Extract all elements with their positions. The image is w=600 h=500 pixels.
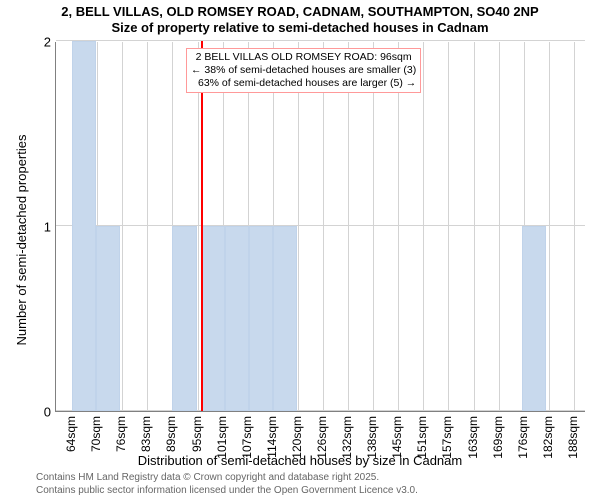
x-tick-label: 83sqm xyxy=(139,416,153,452)
highlight-marker-line xyxy=(201,41,203,411)
x-tick-label: 151sqm xyxy=(415,416,429,459)
x-tick-label: 163sqm xyxy=(466,416,480,459)
y-tick-label: 1 xyxy=(35,220,51,235)
gridline-v xyxy=(373,42,374,411)
footer-line1: Contains HM Land Registry data © Crown c… xyxy=(36,472,418,485)
x-tick-label: 101sqm xyxy=(215,416,229,459)
annotation-line1: 2 BELL VILLAS OLD ROMSEY ROAD: 96sqm xyxy=(191,51,416,64)
x-tick-label: 126sqm xyxy=(315,416,329,459)
histogram-bar xyxy=(249,226,273,411)
x-tick-label: 132sqm xyxy=(340,416,354,459)
x-tick-label: 188sqm xyxy=(566,416,580,459)
plot-area: 2 BELL VILLAS OLD ROMSEY ROAD: 96sqm ← 3… xyxy=(55,42,585,412)
x-tick-label: 176sqm xyxy=(516,416,530,459)
gridline-h xyxy=(56,40,585,41)
histogram-bar xyxy=(201,226,225,411)
gridline-h xyxy=(56,410,585,411)
gridline-v xyxy=(323,42,324,411)
x-tick-label: 157sqm xyxy=(440,416,454,459)
annotation-line2: ← 38% of semi-detached houses are smalle… xyxy=(191,64,416,77)
gridline-v xyxy=(549,42,550,411)
x-tick-label: 145sqm xyxy=(390,416,404,459)
x-tick-label: 95sqm xyxy=(190,416,204,452)
y-tick-label: 0 xyxy=(35,405,51,420)
gridline-v xyxy=(348,42,349,411)
footer-line2: Contains public sector information licen… xyxy=(36,485,418,498)
gridline-v xyxy=(499,42,500,411)
histogram-bar xyxy=(72,41,96,411)
histogram-bar xyxy=(172,226,196,411)
gridline-v xyxy=(574,42,575,411)
gridline-v xyxy=(147,42,148,411)
x-tick-label: 76sqm xyxy=(114,416,128,452)
gridline-v xyxy=(198,42,199,411)
gridline-h xyxy=(56,225,585,226)
histogram-bar xyxy=(522,226,546,411)
gridline-v xyxy=(423,42,424,411)
x-tick-label: 138sqm xyxy=(365,416,379,459)
annotation-box: 2 BELL VILLAS OLD ROMSEY ROAD: 96sqm ← 3… xyxy=(186,48,421,93)
histogram-bar xyxy=(273,226,297,411)
y-tick-label: 2 xyxy=(35,35,51,50)
gridline-v xyxy=(122,42,123,411)
gridline-v xyxy=(298,42,299,411)
x-tick-label: 114sqm xyxy=(265,416,279,458)
x-tick-label: 70sqm xyxy=(89,416,103,452)
y-axis-label: Number of semi-detached properties xyxy=(14,40,32,440)
x-tick-label: 182sqm xyxy=(541,416,555,459)
x-tick-label: 169sqm xyxy=(491,416,505,459)
footer-attribution: Contains HM Land Registry data © Crown c… xyxy=(36,472,418,497)
chart-title-line1: 2, BELL VILLAS, OLD ROMSEY ROAD, CADNAM,… xyxy=(0,4,600,20)
x-tick-label: 64sqm xyxy=(64,416,78,452)
x-tick-label: 120sqm xyxy=(290,416,304,459)
chart-title-line2: Size of property relative to semi-detach… xyxy=(0,20,600,35)
histogram-bar xyxy=(225,226,249,411)
gridline-v xyxy=(448,42,449,411)
gridline-v xyxy=(474,42,475,411)
histogram-bar xyxy=(96,226,120,411)
gridline-v xyxy=(398,42,399,411)
x-tick-label: 89sqm xyxy=(164,416,178,452)
x-tick-label: 107sqm xyxy=(240,416,254,459)
annotation-line3: 63% of semi-detached houses are larger (… xyxy=(191,77,416,90)
